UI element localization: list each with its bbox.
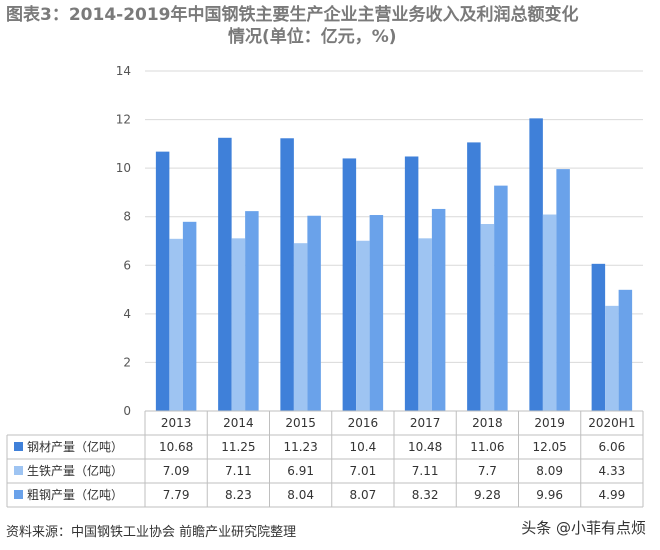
data-label: 12.05 xyxy=(532,440,566,454)
x-tick-label: 2020H1 xyxy=(588,416,635,430)
bar xyxy=(293,243,308,411)
legend-swatch xyxy=(14,442,23,451)
bar xyxy=(404,156,419,411)
data-label: 7.79 xyxy=(163,488,190,502)
data-label: 7.01 xyxy=(350,464,377,478)
y-tick-label: 8 xyxy=(123,210,131,224)
legend-label: 钢材产量（亿吨） xyxy=(27,439,123,454)
y-tick-label: 10 xyxy=(116,161,131,175)
bar xyxy=(218,137,232,412)
data-label: 11.06 xyxy=(470,440,504,454)
chart-title: 图表3：2014-2019年中国钢铁主要生产企业主营业务收入及利润总额变化 情况… xyxy=(6,4,654,48)
legend-label: 生铁产量（亿吨） xyxy=(27,463,123,478)
y-tick-label: 14 xyxy=(116,64,131,78)
data-label: 8.23 xyxy=(225,488,252,502)
data-label: 7.11 xyxy=(412,464,439,478)
x-tick-label: 2019 xyxy=(534,416,565,430)
legend-label: 粗钢产量（亿吨） xyxy=(27,487,123,502)
data-label: 11.23 xyxy=(283,440,317,454)
bar xyxy=(369,215,384,411)
y-tick-label: 2 xyxy=(123,355,131,369)
y-tick-label: 4 xyxy=(123,307,131,321)
y-tick-label: 6 xyxy=(123,258,131,272)
data-label: 6.06 xyxy=(599,440,626,454)
data-label: 4.99 xyxy=(599,488,626,502)
bar xyxy=(182,221,197,411)
data-label: 8.07 xyxy=(350,488,377,502)
bar xyxy=(618,289,633,411)
x-tick-label: 2017 xyxy=(410,416,441,430)
bar xyxy=(556,169,570,411)
y-tick-label: 0 xyxy=(123,404,131,418)
bar xyxy=(356,240,370,411)
source-note: 资料来源：中国钢铁工业协会 前瞻产业研究院整理 xyxy=(6,525,297,540)
bar xyxy=(307,215,321,411)
bar xyxy=(245,211,259,411)
bar xyxy=(155,151,170,411)
data-label: 8.04 xyxy=(287,488,314,502)
x-tick-label: 2013 xyxy=(161,416,192,430)
bar xyxy=(529,118,543,411)
x-tick-label: 2015 xyxy=(285,416,316,430)
data-label: 10.48 xyxy=(408,440,442,454)
data-label: 8.32 xyxy=(412,488,439,502)
data-label: 6.91 xyxy=(287,464,314,478)
bar xyxy=(494,185,508,411)
data-label: 9.96 xyxy=(536,488,563,502)
x-tick-label: 2014 xyxy=(223,416,254,430)
bar xyxy=(169,238,183,411)
data-label: 7.09 xyxy=(163,464,190,478)
legend-swatch xyxy=(14,466,23,475)
data-label: 7.7 xyxy=(478,464,497,478)
watermark-text: 头条 @小菲有点烦 xyxy=(517,517,650,538)
chart-title-line1: 图表3：2014-2019年中国钢铁主要生产企业主营业务收入及利润总额变化 xyxy=(6,5,579,25)
data-label: 9.28 xyxy=(474,488,501,502)
bar xyxy=(480,224,495,411)
bar xyxy=(342,158,357,411)
bar xyxy=(467,142,481,411)
bar xyxy=(591,263,606,411)
chart-title-line2: 情况(单位：亿元，%) xyxy=(228,27,397,47)
bar xyxy=(231,238,246,411)
bar xyxy=(418,238,432,411)
data-label: 8.09 xyxy=(536,464,563,478)
x-tick-label: 2016 xyxy=(348,416,379,430)
x-tick-label: 2018 xyxy=(472,416,503,430)
data-label: 7.11 xyxy=(225,464,252,478)
data-label: 11.25 xyxy=(221,440,255,454)
bar xyxy=(431,208,446,411)
data-label: 10.4 xyxy=(350,440,377,454)
y-tick-label: 12 xyxy=(116,113,131,127)
legend-swatch xyxy=(14,490,23,499)
data-label: 10.68 xyxy=(159,440,193,454)
bar xyxy=(280,138,294,411)
bar xyxy=(605,305,619,411)
data-label: 4.33 xyxy=(599,464,626,478)
bar xyxy=(542,214,557,411)
